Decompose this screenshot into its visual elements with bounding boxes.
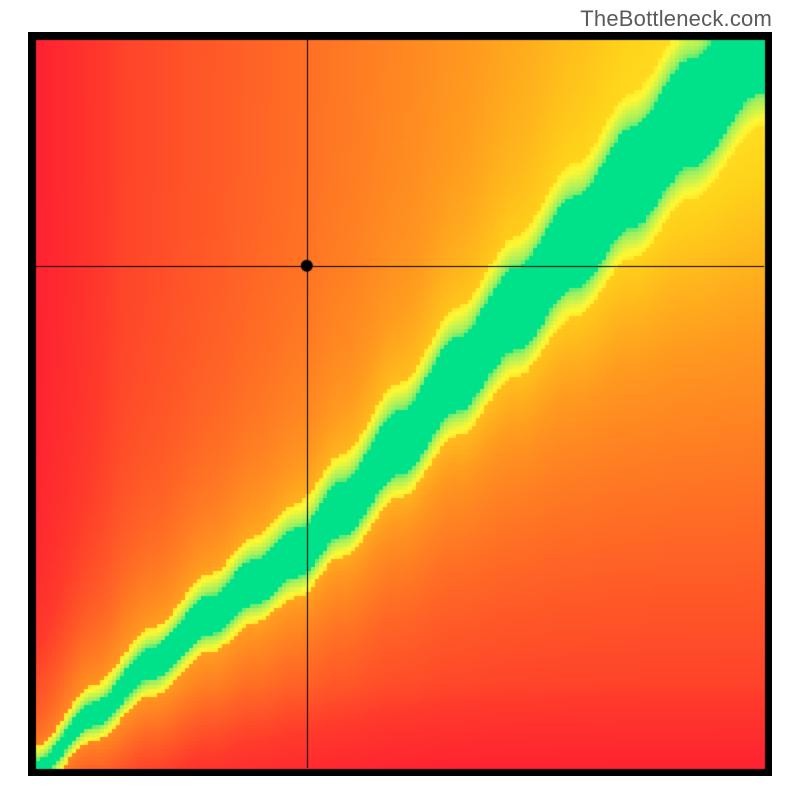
bottleneck-heatmap (28, 32, 772, 776)
watermark-text: TheBottleneck.com (580, 6, 772, 32)
chart-frame (28, 32, 772, 776)
